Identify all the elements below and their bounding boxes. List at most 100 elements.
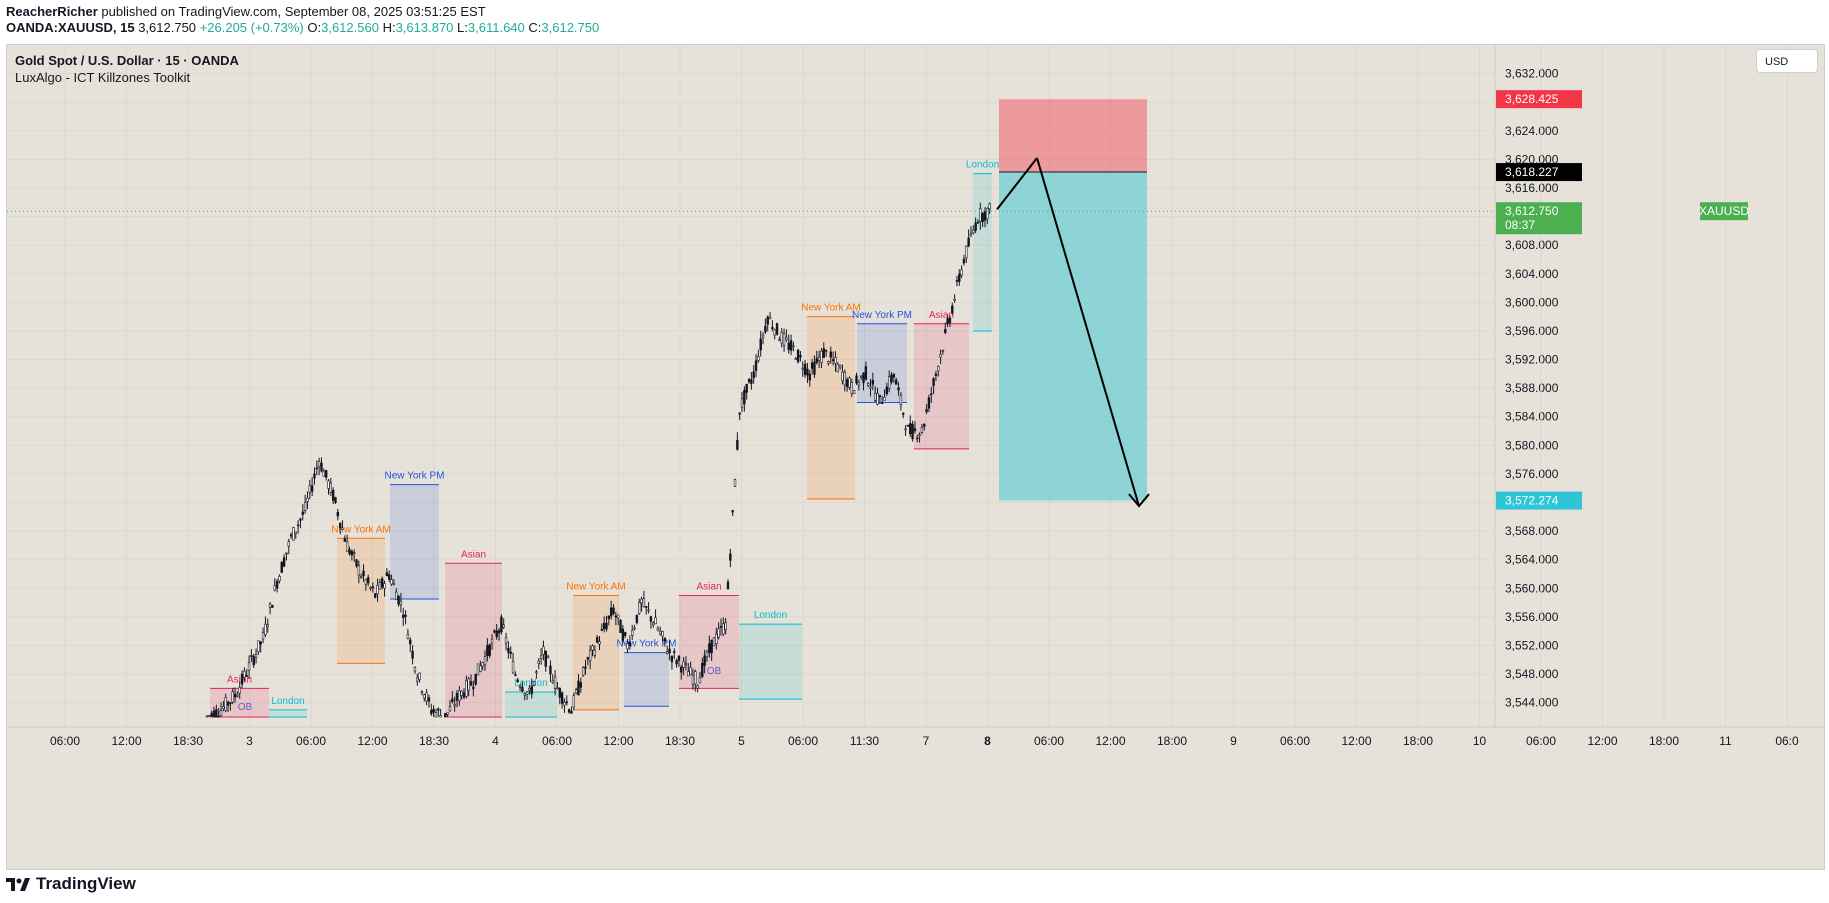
- candle-body: [787, 342, 790, 350]
- candle-body: [350, 551, 354, 556]
- candle-body: [731, 510, 734, 513]
- candle-body: [299, 518, 302, 521]
- candle-body: [348, 549, 351, 554]
- price-chart[interactable]: 3,544.000 3,548.000 3,552.000 3,556.000 3,56…: [7, 45, 1824, 869]
- candle-body: [514, 674, 517, 676]
- tradingview-logo[interactable]: TradingView: [6, 874, 136, 894]
- session-box: [973, 173, 992, 331]
- candle-body: [430, 710, 433, 715]
- candle: [759, 330, 762, 357]
- candle: [981, 212, 984, 227]
- candle-body: [715, 633, 718, 644]
- ohlc-header: OANDA:XAUUSD, 15 3,612.750 +26.205 (+0.7…: [6, 20, 599, 35]
- candle: [273, 578, 276, 592]
- candle-body: [460, 690, 463, 696]
- candle-body: [502, 624, 505, 628]
- candle: [750, 372, 753, 390]
- candle: [285, 552, 288, 561]
- open-value: 3,612.560: [321, 20, 379, 35]
- candle: [859, 375, 863, 380]
- candle: [350, 549, 354, 561]
- candle: [493, 629, 496, 634]
- candle: [715, 627, 718, 650]
- indicator-name[interactable]: LuxAlgo - ICT Killzones Toolkit: [15, 70, 191, 85]
- candle: [740, 391, 744, 413]
- candle-body: [229, 702, 232, 704]
- candle: [687, 663, 690, 677]
- candle: [897, 382, 900, 396]
- candle-body: [614, 615, 618, 618]
- candle-body: [306, 497, 309, 502]
- candle-body: [836, 364, 840, 372]
- candle: [250, 649, 253, 663]
- candle-body: [271, 605, 274, 608]
- session-box: [624, 652, 669, 707]
- candle: [787, 334, 790, 354]
- session-label: London: [966, 160, 999, 171]
- candle: [275, 578, 279, 593]
- candle: [324, 469, 328, 481]
- candle: [621, 624, 625, 644]
- high-label: H:: [382, 20, 396, 35]
- x-tick-label: 4: [492, 734, 499, 748]
- candle: [822, 342, 825, 358]
- x-tick-label: 12:00: [1587, 734, 1617, 748]
- candle-body: [937, 366, 940, 372]
- candle: [388, 570, 391, 583]
- candle-body: [558, 688, 561, 698]
- session-label: New York PM: [384, 471, 444, 482]
- candle: [348, 546, 351, 556]
- candle: [402, 607, 405, 627]
- candle: [890, 372, 893, 385]
- chart-area[interactable]: 3,544.000 3,548.000 3,552.000 3,556.000 3,56…: [6, 44, 1825, 870]
- candle-body: [250, 655, 253, 657]
- candle: [257, 640, 260, 655]
- currency-button[interactable]: USD: [1756, 49, 1818, 73]
- candle-body: [960, 269, 963, 276]
- candle-body: [600, 629, 604, 631]
- candle: [252, 653, 255, 668]
- session-box: [807, 316, 855, 499]
- x-tick-label: 06:00: [1034, 734, 1064, 748]
- candle: [955, 275, 959, 287]
- candle: [416, 673, 419, 686]
- candle: [645, 605, 648, 615]
- y-tick-label: 3,564.000: [1505, 553, 1559, 567]
- session-label: New York AM: [801, 303, 860, 314]
- candle: [780, 327, 783, 348]
- session-label: New York PM: [852, 310, 912, 321]
- candle-body: [268, 603, 272, 608]
- candle-body: [890, 374, 893, 382]
- candle-body: [586, 657, 590, 660]
- candle-body: [493, 630, 496, 633]
- candle-body: [967, 237, 970, 247]
- candle-body: [708, 643, 711, 653]
- y-tick-label: 3,556.000: [1505, 610, 1559, 624]
- candle-body: [626, 643, 629, 650]
- symbol-title[interactable]: Gold Spot / U.S. Dollar · 15 · OANDA: [15, 53, 239, 68]
- candle: [824, 349, 828, 357]
- candle-body: [806, 368, 809, 376]
- candle-body: [752, 371, 755, 379]
- candle: [920, 423, 924, 435]
- candle-body: [619, 619, 622, 634]
- candle-body: [570, 711, 573, 714]
- candle: [958, 269, 961, 286]
- candle-body: [988, 203, 991, 210]
- candle-body: [785, 337, 788, 340]
- candle-body: [539, 655, 543, 659]
- candle: [866, 382, 870, 388]
- candle: [729, 548, 732, 568]
- candle: [509, 646, 512, 659]
- candle-body: [495, 630, 498, 638]
- candle-body: [652, 622, 655, 626]
- candle-body: [815, 358, 818, 363]
- candle-body: [866, 383, 870, 386]
- candle: [944, 322, 947, 335]
- candle: [609, 600, 613, 620]
- published-text: published on TradingView.com, September …: [101, 4, 486, 19]
- publisher-name[interactable]: ReacherRicher: [6, 4, 98, 19]
- candle-body: [409, 639, 412, 645]
- candle-body: [899, 394, 903, 405]
- candle-body: [838, 364, 842, 368]
